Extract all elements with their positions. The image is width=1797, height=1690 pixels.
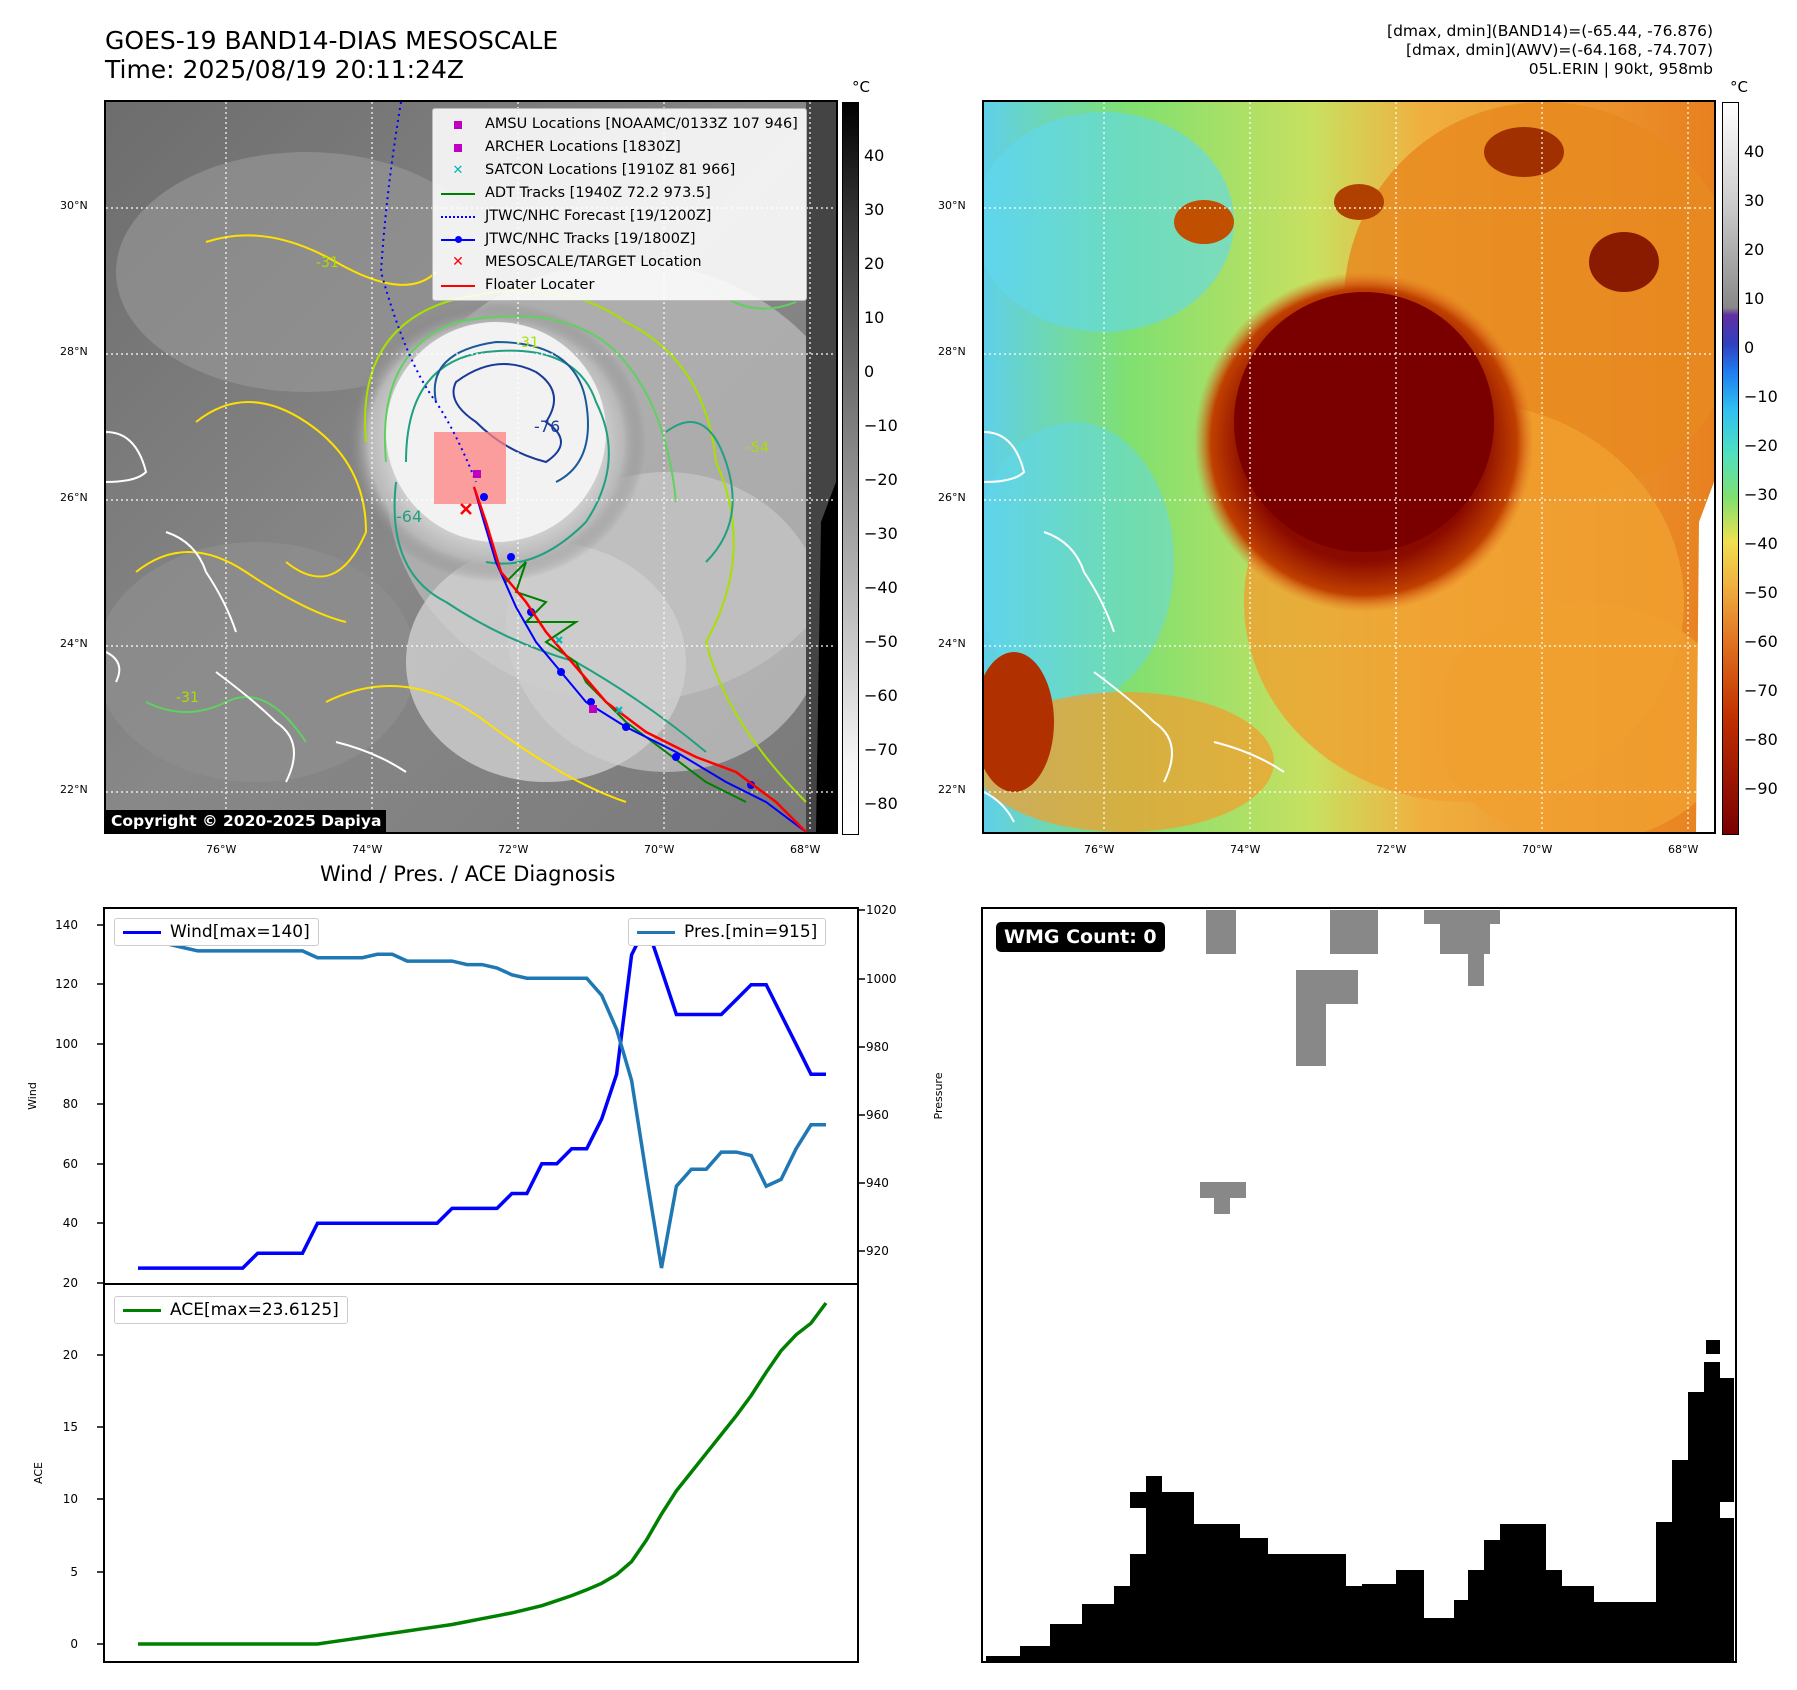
lat-label: 28°N: [938, 345, 966, 358]
wmg-black-region: [986, 1362, 1734, 1662]
contour-label: -31: [316, 255, 339, 271]
ace-tick: 10: [63, 1492, 78, 1506]
lat-label: 28°N: [60, 345, 88, 358]
colorbar-unit: °C: [1730, 78, 1748, 96]
pressure-tick: 1000: [866, 972, 897, 986]
wmg-count-badge: WMG Count: 0: [996, 922, 1165, 952]
ace-tick: 5: [70, 1565, 78, 1579]
ace-tick: 20: [63, 1348, 78, 1362]
lat-label: 26°N: [938, 491, 966, 504]
floater-track: [472, 486, 807, 832]
pressure-tick: 960: [866, 1108, 889, 1122]
lat-label: 30°N: [938, 199, 966, 212]
lon-label: 72°W: [1376, 843, 1407, 856]
contour-label: -54: [746, 440, 769, 456]
legend-satcon: ✕ SATCON Locations [1910Z 81 966]: [452, 162, 736, 178]
pressure-axis: 1020 1000 980 960 940 920: [858, 903, 897, 1258]
lon-label: 70°W: [644, 843, 675, 856]
lat-label: 30°N: [60, 199, 88, 212]
wind-tick: 80: [63, 1097, 78, 1111]
pressure-tick: 920: [866, 1244, 889, 1258]
ace-legend: ACE[max=23.6125]: [114, 1296, 348, 1324]
legend-adt: ADT Tracks [1940Z 72.2 973.5]: [439, 182, 798, 205]
pressure-series-line: [138, 925, 826, 1269]
ace-series-line: [138, 1301, 828, 1646]
band14-range: [dmax, dmin](BAND14)=(-65.44, -76.876): [1387, 22, 1713, 40]
floater-box: [434, 432, 506, 504]
awv-map-canvas: [984, 102, 1714, 832]
wind-tick: 60: [63, 1157, 78, 1171]
ace-panel-frame: [103, 1283, 859, 1663]
map-legend: AMSU Locations [NOAAMC/0133Z 107 946] AR…: [432, 108, 807, 301]
chart-title: Wind / Pres. / ACE Diagnosis: [320, 862, 616, 886]
lon-label: 76°W: [206, 843, 237, 856]
legend-mesoscale: ✕ MESOSCALE/TARGET Location: [452, 254, 702, 270]
lon-label: 68°W: [790, 843, 821, 856]
legend-amsu: AMSU Locations [NOAAMC/0133Z 107 946]: [439, 113, 798, 136]
contour-label: -64: [396, 507, 422, 526]
colorbar-unit: °C: [852, 78, 870, 96]
wind-legend-swatch: [123, 930, 161, 934]
title-line-1: GOES-19 BAND14-DIAS MESOSCALE: [105, 26, 559, 55]
awv-range: [dmax, dmin](AWV)=(-64.168, -74.707): [1406, 41, 1713, 59]
contour-label: -76: [534, 417, 560, 436]
legend-floater: Floater Locater: [439, 274, 798, 297]
lon-label: 74°W: [352, 843, 383, 856]
lat-label: 22°N: [938, 783, 966, 796]
pressure-tick: 1020: [866, 903, 897, 917]
ace-tick: 15: [63, 1420, 78, 1434]
lon-label: 70°W: [1522, 843, 1553, 856]
legend-nhc-tracks: JTWC/NHC Tracks [19/1800Z]: [439, 228, 798, 251]
lat-label: 26°N: [60, 491, 88, 504]
lon-label: 74°W: [1230, 843, 1261, 856]
awv-colorbar: [1722, 102, 1739, 835]
awv-map: [982, 100, 1716, 834]
contour-label: -31: [516, 335, 539, 351]
wind-tick: 100: [55, 1037, 78, 1051]
lon-label: 72°W: [498, 843, 529, 856]
pressure-axis-label: Pressure: [932, 1072, 945, 1119]
storm-info: 05L.ERIN | 90kt, 958mb: [1528, 60, 1713, 78]
wmg-gray-cells: [1200, 910, 1500, 1214]
pressure-tick: 940: [866, 1176, 889, 1190]
wmg-panel: [981, 907, 1737, 1663]
figure-title: GOES-19 BAND14-DIAS MESOSCALE Time: 2025/…: [105, 26, 558, 84]
contour-label: -31: [176, 690, 199, 706]
wind-tick: 20: [63, 1276, 78, 1290]
pressure-legend: Pres.[min=915]: [628, 918, 827, 946]
ace-legend-swatch: [123, 1308, 161, 1312]
lat-label: 24°N: [60, 637, 88, 650]
ace-tick: 0: [70, 1637, 78, 1651]
wind-axis: 140 120 100 80 60 40 20: [55, 918, 104, 1290]
wind-tick: 120: [55, 977, 78, 991]
lat-label: 24°N: [938, 637, 966, 650]
lon-label: 76°W: [1084, 843, 1115, 856]
legend-forecast: JTWC/NHC Forecast [19/1200Z]: [439, 205, 798, 228]
title-line-2: Time: 2025/08/19 20:11:24Z: [105, 55, 464, 84]
wind-legend: Wind[max=140]: [114, 918, 319, 946]
copyright-label: Copyright © 2020-2025 Dapiya: [106, 810, 387, 832]
lat-label: 22°N: [60, 783, 88, 796]
lon-label: 68°W: [1668, 843, 1699, 856]
ace-axis: 20 15 10 5 0: [63, 1348, 104, 1651]
nhc-track: [473, 486, 807, 832]
wind-tick: 140: [55, 918, 78, 932]
pressure-tick: 980: [866, 1040, 889, 1054]
wind-tick: 40: [63, 1216, 78, 1230]
wind-axis-label: Wind: [26, 1082, 39, 1110]
ace-axis-label: ACE: [32, 1462, 45, 1484]
pressure-legend-swatch: [637, 930, 675, 934]
wind-series-line: [138, 920, 826, 1270]
forecast-track: [379, 102, 477, 483]
stats-info: [dmax, dmin](BAND14)=(-65.44, -76.876) […: [1387, 22, 1713, 79]
legend-archer: ARCHER Locations [1830Z]: [439, 136, 798, 159]
grayscale-colorbar: [842, 102, 859, 835]
